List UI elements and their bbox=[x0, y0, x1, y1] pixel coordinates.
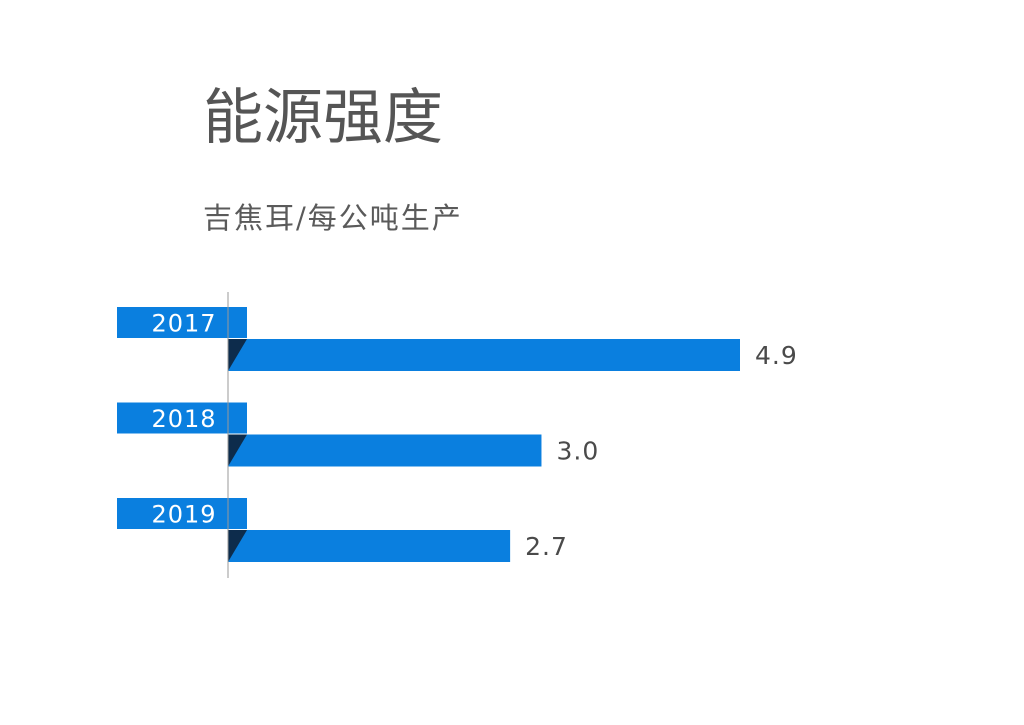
bar-fold bbox=[228, 434, 247, 467]
bar-fold bbox=[228, 339, 247, 371]
bar bbox=[228, 434, 542, 467]
category-label: 2018 bbox=[151, 405, 216, 433]
category-tab bbox=[117, 498, 247, 529]
bar-fold bbox=[228, 530, 247, 562]
chart-subtitle: 吉焦耳/每公吨生产 bbox=[203, 201, 463, 235]
category-label: 2017 bbox=[151, 310, 216, 338]
value-label: 2.7 bbox=[525, 532, 568, 561]
value-label: 4.9 bbox=[755, 341, 798, 370]
bar bbox=[228, 530, 511, 562]
category-tab bbox=[117, 307, 247, 338]
category-label: 2019 bbox=[151, 501, 216, 529]
category-tab bbox=[117, 402, 247, 434]
page-title: 能源强度 bbox=[203, 83, 443, 153]
value-label: 3.0 bbox=[556, 437, 599, 466]
bar bbox=[228, 339, 740, 371]
